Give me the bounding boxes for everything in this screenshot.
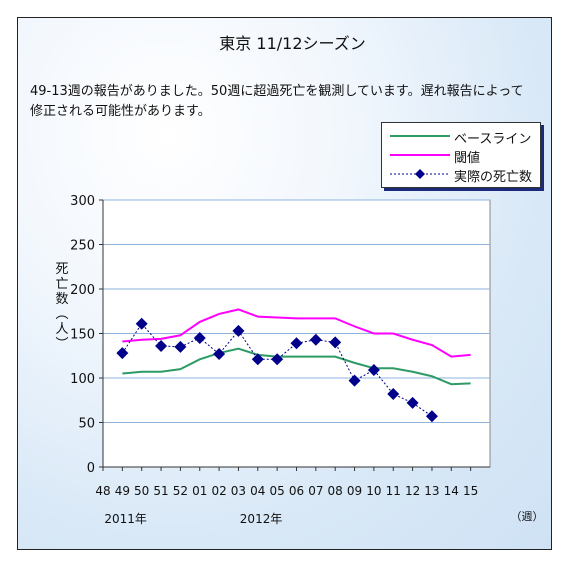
x-tick-label: 50 [134,484,149,498]
y-tick-label: 300 [70,194,95,209]
y-axis-label-char: 数 [55,292,69,307]
x-tick-label: 49 [115,484,130,498]
x-year-label: 2012年 [240,512,283,526]
data-point [348,374,361,387]
x-tick-label: 03 [231,484,246,498]
y-tick-label: 250 [70,239,95,254]
x-tick-label: 06 [289,484,304,498]
data-point [367,363,380,376]
legend-label-baseline: ベースライン [454,132,532,147]
data-point [213,347,226,360]
x-year-label: 2011年 [104,512,147,526]
legend-label-threshold: 閾値 [454,151,481,166]
legend: ベースライン 閾値 実際の死亡数 [381,122,541,188]
y-tick-label: 0 [87,461,95,476]
y-tick-label: 50 [78,417,95,432]
legend-item-baseline: ベースライン [388,127,538,147]
y-tick-label: 150 [70,328,95,343]
x-axis-label: （週） [511,510,544,523]
legend-item-threshold: 閾値 [388,146,538,166]
x-tick-label: 12 [405,484,420,498]
x-tick-label: 51 [153,484,168,498]
data-point [193,331,206,344]
x-tick-label: 04 [250,484,265,498]
x-tick-label: 01 [192,484,207,498]
x-tick-label: 07 [308,484,323,498]
series-line-1 [122,308,471,358]
y-axis-label: 死亡数 ︵ 人 ︶ [54,262,70,352]
data-point [135,317,148,330]
x-tick-label: 09 [347,484,362,498]
data-point [232,324,245,337]
x-tick-label: 11 [386,484,401,498]
data-point [116,347,129,360]
data-point [290,337,303,350]
series-line-0 [122,347,471,386]
y-axis-label-char: 亡 [55,277,69,292]
x-tick-label: 08 [328,484,343,498]
data-point [406,396,419,409]
data-point [271,353,284,366]
data-point [425,410,438,423]
y-tick-label: 200 [70,283,95,298]
data-point [329,336,342,349]
x-tick-label: 13 [424,484,439,498]
x-tick-label: 02 [211,484,226,498]
series-line-2 [121,322,433,417]
y-axis-label-char: ︶ [55,337,69,352]
chart-subtitle: 49-13週の報告がありました。50週に超過死亡を観測しています。遅れ報告によっ… [30,84,524,119]
y-axis-label-char: 死 [55,262,69,277]
x-tick-label: 48 [95,484,110,498]
data-point [155,339,168,352]
data-point [174,340,187,353]
legend-item-actual: 実際の死亡数 [388,165,538,185]
x-tick-label: 14 [444,484,459,498]
x-tick-label: 15 [463,484,478,498]
x-tick-label: 10 [366,484,381,498]
y-tick-label: 100 [70,372,95,387]
chart-title: 東京 11/12シーズン [219,34,366,53]
y-axis-label-char: 人 [55,322,69,337]
x-tick-label: 05 [270,484,285,498]
y-axis-label-char: ︵ [55,307,69,322]
legend-label-actual: 実際の死亡数 [454,170,533,185]
data-point [251,353,264,366]
data-point [387,388,400,401]
x-tick-label: 52 [173,484,188,498]
data-point [309,333,322,346]
